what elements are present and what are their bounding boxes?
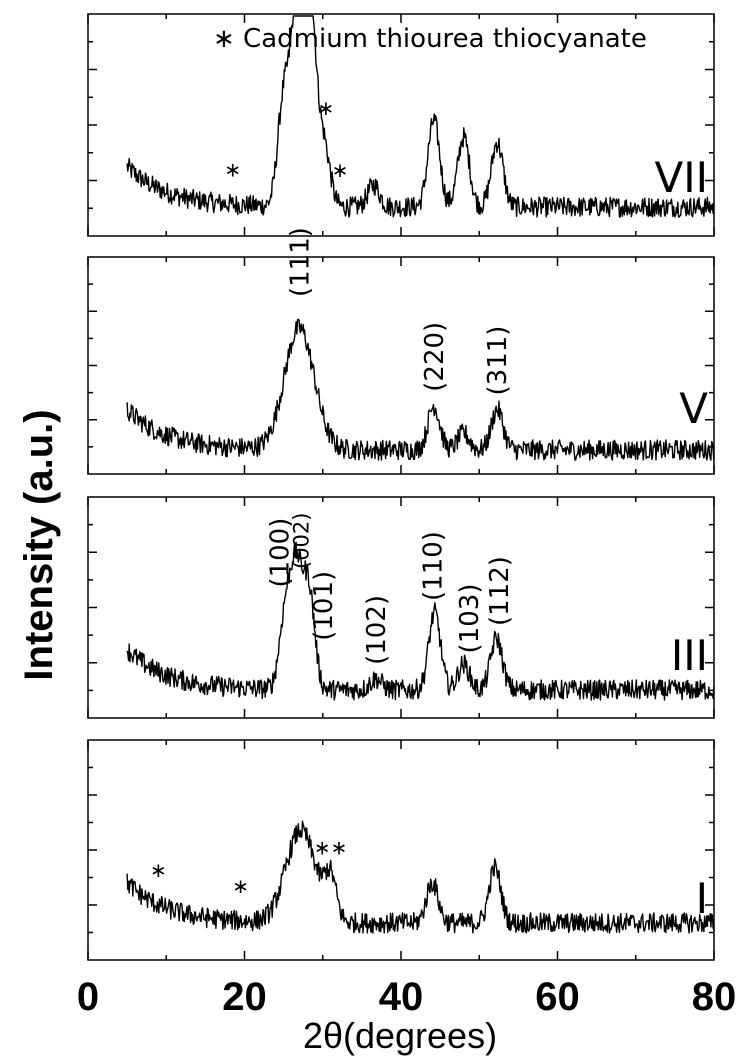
impurity-marker: ∗ [224, 157, 241, 181]
sample-label: I [696, 874, 708, 923]
x-tick-labels: 0 20 40 60 80 [77, 975, 736, 1019]
panel-i: I∗∗∗∗ [87, 739, 715, 961]
miller-index-label: (112) [485, 556, 515, 626]
x-tick-label: 20 [222, 975, 267, 1019]
impurity-marker: ∗ [150, 858, 167, 882]
miller-index-label: (220) [420, 322, 450, 392]
miller-index-label: (100) [266, 518, 296, 588]
panel-iii: III (100)(002)(101) (102) (110)(103) (112) [87, 496, 715, 719]
impurity-marker: ∗ [332, 158, 349, 182]
sample-label: V [679, 384, 708, 433]
xrd-pattern-line [126, 820, 715, 934]
impurity-marker: ∗ [317, 96, 334, 120]
impurity-marker: ∗∗ [314, 835, 348, 859]
xrd-pattern-line [126, 541, 715, 701]
x-tick-label: 60 [535, 975, 580, 1019]
x-axis-label: 2θ(degrees) [303, 1015, 497, 1056]
sample-label: III [671, 631, 708, 680]
miller-index-label: (111) [285, 227, 315, 297]
panels-layer: VII∗∗∗V(111)(220) (311)III(100)(002)(101)… [87, 13, 715, 961]
x-tick-label: 80 [692, 975, 737, 1019]
miller-index-label: (110) [418, 531, 448, 601]
miller-index-label: (311) [483, 326, 513, 396]
x-tick-label: 0 [77, 975, 99, 1019]
miller-index-label: (002) [289, 513, 313, 569]
miller-index-label: (101) [309, 571, 339, 641]
xrd-pattern-line [126, 15, 715, 218]
y-axis-label: Intensity (a.u.) [17, 409, 61, 680]
xrd-pattern-line [126, 318, 715, 461]
x-tick-label: 40 [379, 975, 424, 1019]
sample-label: VII [654, 153, 708, 202]
miller-index-label: (103) [455, 584, 485, 654]
panel-vii: VII ∗ ∗ ∗ [87, 13, 715, 237]
miller-index-label: (102) [362, 595, 392, 665]
panel-v: V (111) (220) (311) [87, 227, 715, 475]
impurity-marker: ∗ [232, 874, 249, 898]
legend-text: ∗ Cadmium thiourea thiocyanate [213, 24, 647, 54]
